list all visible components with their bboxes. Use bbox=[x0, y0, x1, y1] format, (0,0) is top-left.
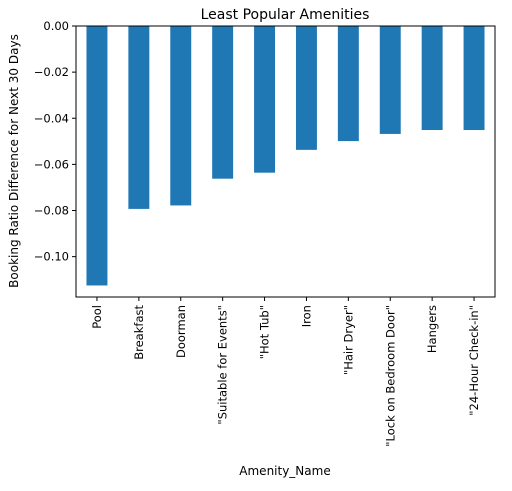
x-tick-label: Doorman bbox=[174, 305, 188, 358]
bar bbox=[212, 26, 234, 179]
x-tick-label: Pool bbox=[90, 305, 104, 329]
y-tick-label: 0.00 bbox=[43, 19, 69, 33]
y-axis: 0.00 −0.02 −0.04 −0.06 −0.08 −0.10 bbox=[34, 19, 76, 264]
bar bbox=[254, 26, 276, 173]
x-tick-label: "Hair Dryer" bbox=[341, 305, 355, 375]
bars-group bbox=[86, 26, 485, 286]
bar bbox=[337, 26, 359, 142]
y-tick-label: −0.08 bbox=[34, 204, 69, 218]
bar bbox=[170, 26, 192, 206]
x-axis: Pool Breakfast Doorman "Suitable for Events… bbox=[90, 297, 481, 447]
bar bbox=[463, 26, 485, 131]
x-tick-label: Iron bbox=[299, 305, 313, 327]
x-tick-label: "Hot Tub" bbox=[258, 305, 272, 359]
y-axis-label: Booking Ratio Difference for Next 30 Day… bbox=[7, 34, 21, 288]
bar bbox=[295, 26, 317, 150]
bar bbox=[128, 26, 150, 209]
y-tick-label: −0.10 bbox=[34, 250, 69, 264]
chart-title: Least Popular Amenities bbox=[201, 7, 370, 23]
bar bbox=[86, 26, 108, 286]
y-tick-label: −0.02 bbox=[34, 65, 69, 79]
x-tick-label: Breakfast bbox=[132, 305, 146, 360]
bar bbox=[421, 26, 443, 131]
x-tick-label: Hangers bbox=[425, 305, 439, 353]
bar bbox=[379, 26, 401, 134]
x-axis-label: Amenity_Name bbox=[239, 464, 330, 478]
y-tick-label: −0.04 bbox=[34, 111, 69, 125]
x-tick-label: "Suitable for Events" bbox=[216, 305, 230, 425]
x-tick-label: "24-Hour Check-in" bbox=[467, 305, 481, 416]
y-tick-label: −0.06 bbox=[34, 157, 69, 171]
x-tick-label: "Lock on Bedroom Door" bbox=[383, 305, 397, 447]
plot-frame bbox=[75, 25, 496, 298]
